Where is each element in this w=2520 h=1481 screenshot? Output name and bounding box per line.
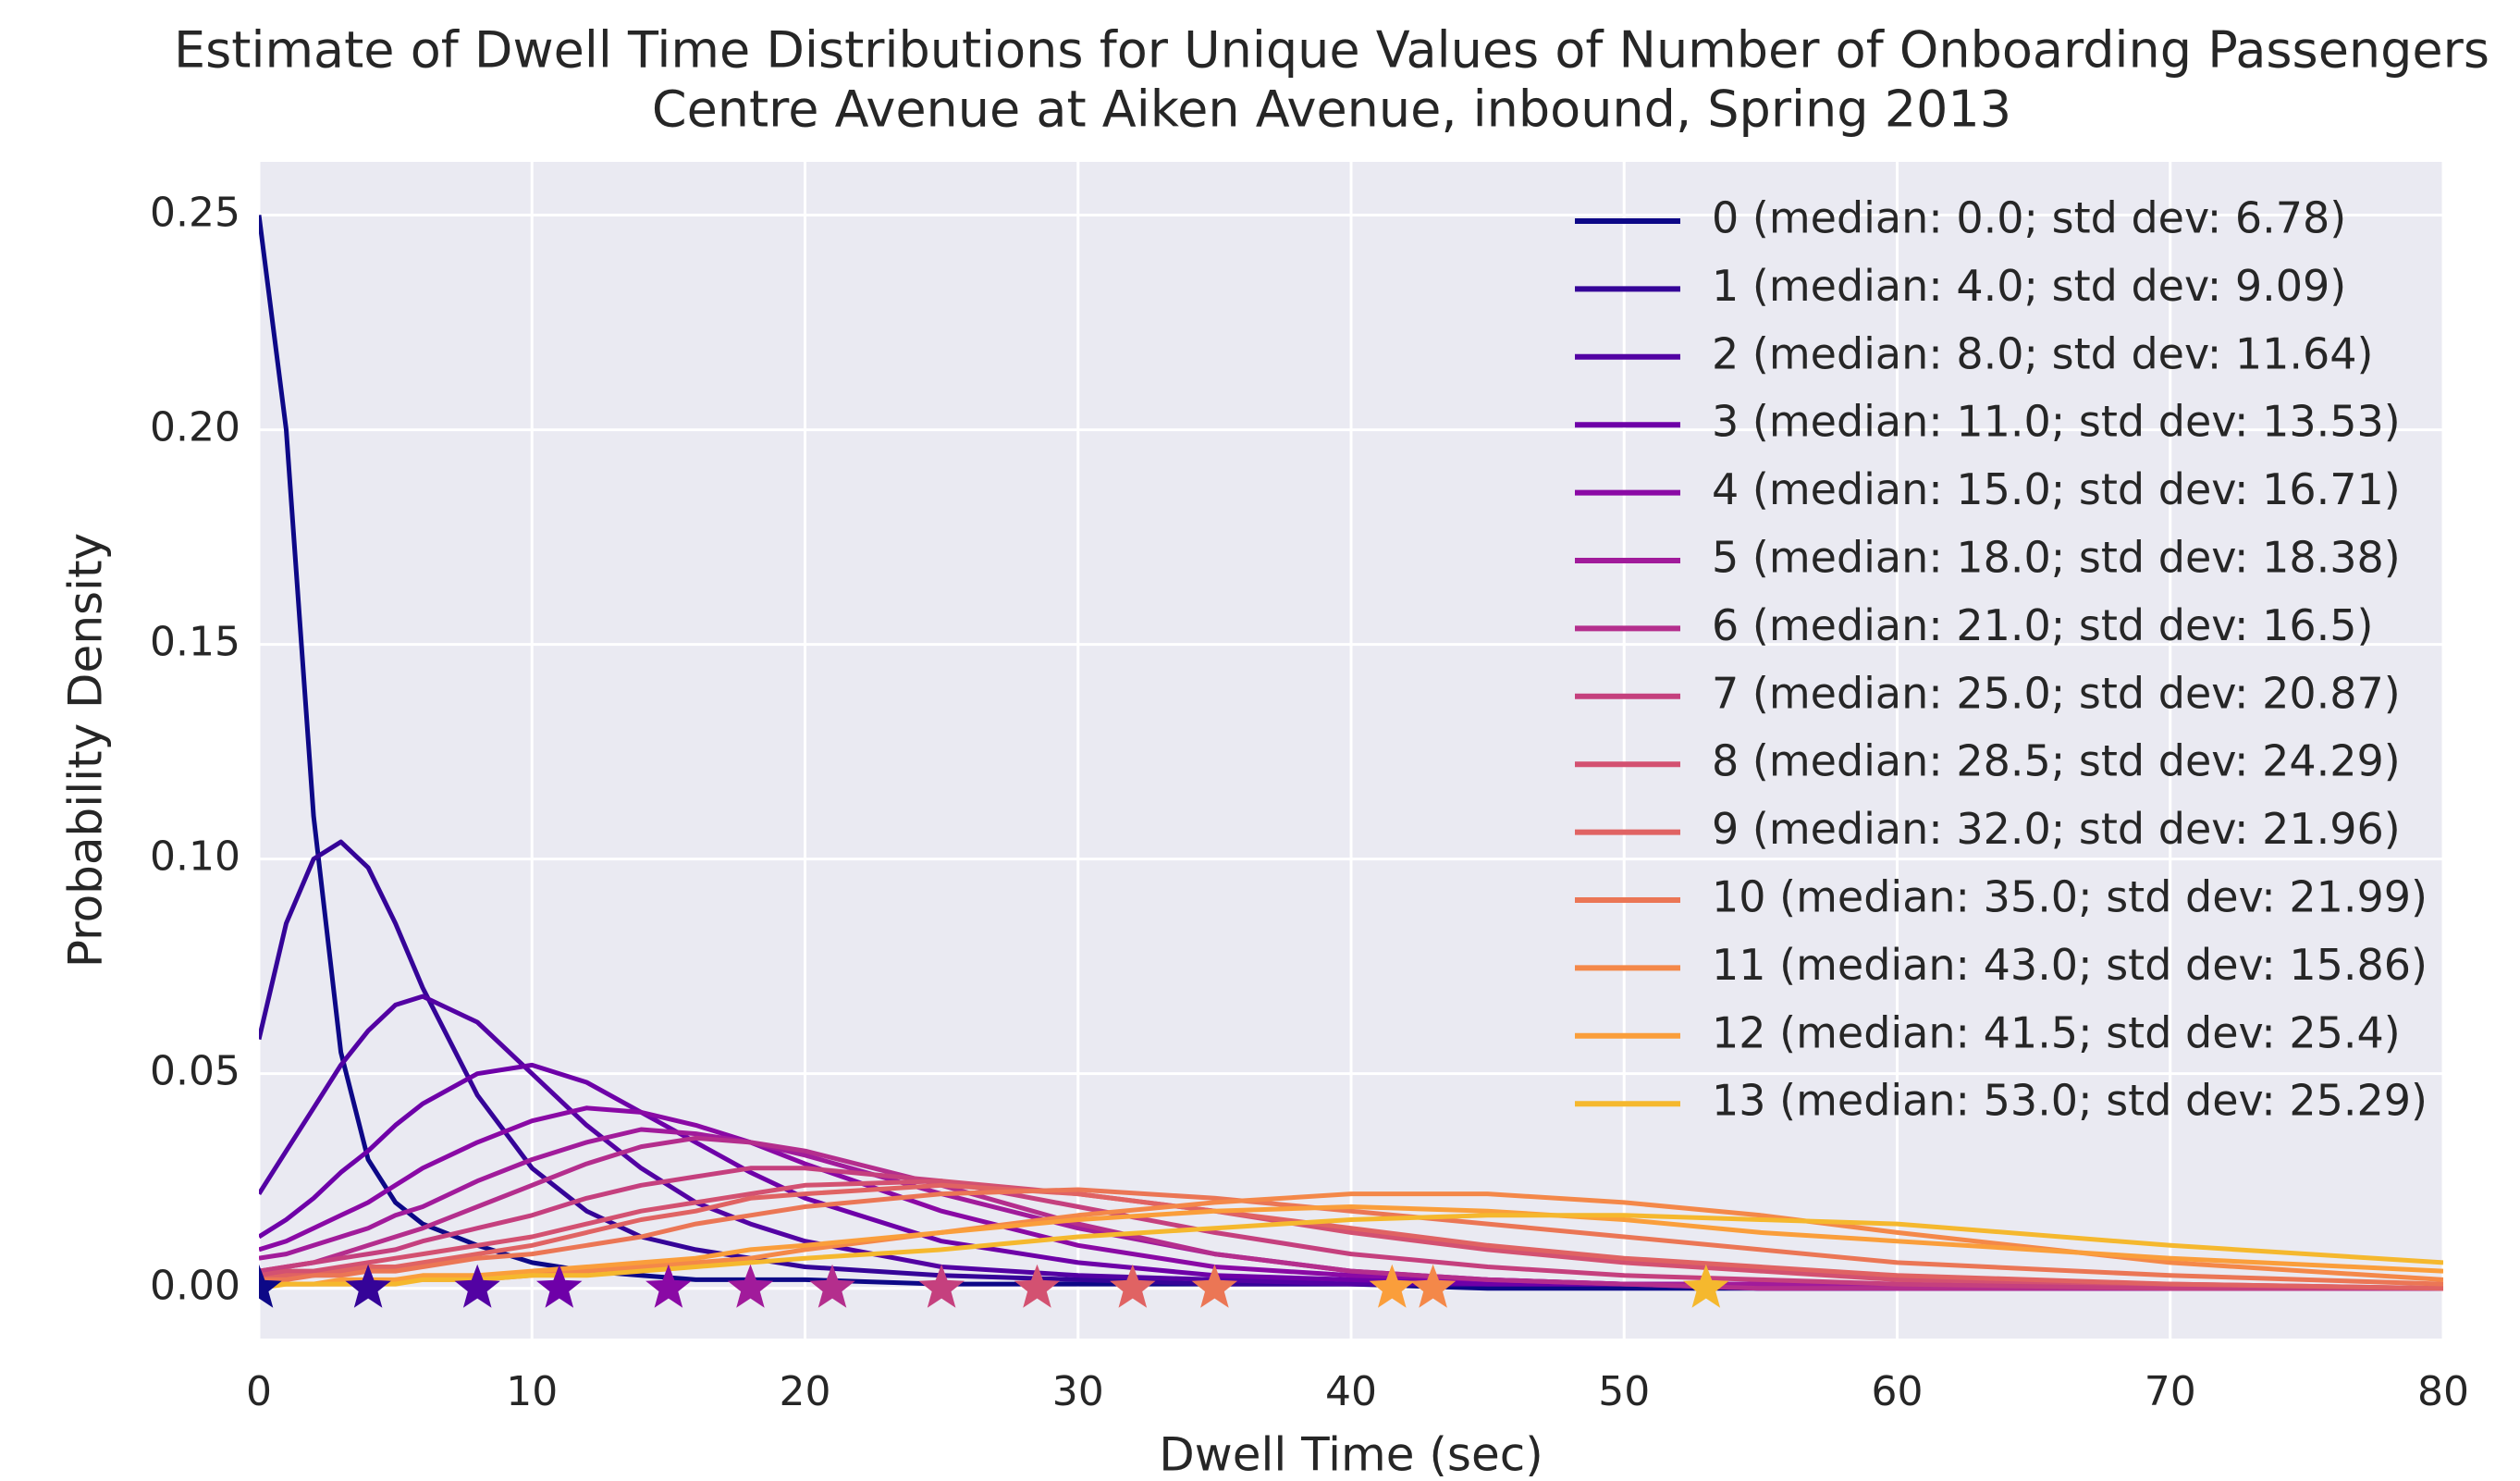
legend-label: 6 (median: 21.0; std dev: 16.5) xyxy=(1712,600,2373,650)
legend-label: 13 (median: 53.0; std dev: 25.29) xyxy=(1712,1076,2428,1126)
legend-label: 4 (median: 15.0; std dev: 16.71) xyxy=(1712,464,2401,514)
y-tick-label: 0.00 xyxy=(150,1263,240,1310)
legend-label: 3 (median: 11.0; std dev: 13.53) xyxy=(1712,397,2401,447)
legend-label: 10 (median: 35.0; std dev: 21.99) xyxy=(1712,872,2428,922)
legend-label: 8 (median: 28.5; std dev: 24.29) xyxy=(1712,736,2401,786)
x-tick-label: 0 xyxy=(246,1368,272,1415)
legend-label: 5 (median: 18.0; std dev: 18.38) xyxy=(1712,533,2401,583)
median-star xyxy=(645,1264,692,1308)
x-tick-label: 80 xyxy=(2417,1368,2469,1415)
median-star xyxy=(1369,1264,1415,1308)
y-tick-label: 0.20 xyxy=(150,404,240,451)
y-tick-label: 0.10 xyxy=(150,833,240,881)
x-tick-label: 70 xyxy=(2145,1368,2196,1415)
series-line xyxy=(259,1187,2443,1287)
median-star xyxy=(727,1264,774,1308)
legend-label: 1 (median: 4.0; std dev: 9.09) xyxy=(1712,261,2346,311)
median-star xyxy=(809,1264,855,1308)
x-tick-label: 20 xyxy=(780,1368,831,1415)
legend-label: 9 (median: 32.0; std dev: 21.96) xyxy=(1712,804,2401,854)
median-star xyxy=(536,1264,583,1308)
legend-label: 7 (median: 25.0; std dev: 20.87) xyxy=(1712,668,2401,718)
x-tick-label: 10 xyxy=(506,1368,558,1415)
x-tick-label: 30 xyxy=(1052,1368,1104,1415)
legend-label: 12 (median: 41.5; std dev: 25.4) xyxy=(1712,1007,2401,1057)
legend-label: 11 (median: 43.0; std dev: 15.86) xyxy=(1712,940,2428,990)
legend-label: 2 (median: 8.0; std dev: 11.64) xyxy=(1712,328,2373,378)
median-star xyxy=(259,1264,282,1308)
series-line xyxy=(259,1135,2443,1291)
median-star xyxy=(1409,1264,1457,1308)
median-star xyxy=(345,1264,391,1308)
median-star xyxy=(1014,1264,1061,1308)
x-tick-label: 50 xyxy=(1598,1368,1650,1415)
median-star xyxy=(1191,1264,1238,1308)
chart-subtitle: Centre Avenue at Aiken Avenue, inbound, … xyxy=(652,80,2011,139)
series-line xyxy=(259,215,2443,1291)
chart-title: Estimate of Dwell Time Distributions for… xyxy=(174,21,2489,80)
series-line xyxy=(259,1166,2443,1291)
x-axis-label: Dwell Time (sec) xyxy=(1159,1428,1543,1481)
y-axis-label: Probability Density xyxy=(59,533,113,968)
median-star xyxy=(918,1264,965,1308)
series-line xyxy=(259,1182,2443,1291)
y-tick-label: 0.25 xyxy=(150,190,240,237)
x-tick-label: 60 xyxy=(1872,1368,1924,1415)
median-star xyxy=(1110,1264,1156,1308)
x-tick-label: 40 xyxy=(1325,1368,1377,1415)
y-tick-label: 0.05 xyxy=(150,1048,240,1095)
median-star xyxy=(454,1264,500,1308)
median-star xyxy=(1683,1264,1729,1308)
series-line xyxy=(259,1179,2443,1291)
y-tick-label: 0.15 xyxy=(150,619,240,666)
legend-label: 0 (median: 0.0; std dev: 6.78) xyxy=(1712,193,2346,243)
